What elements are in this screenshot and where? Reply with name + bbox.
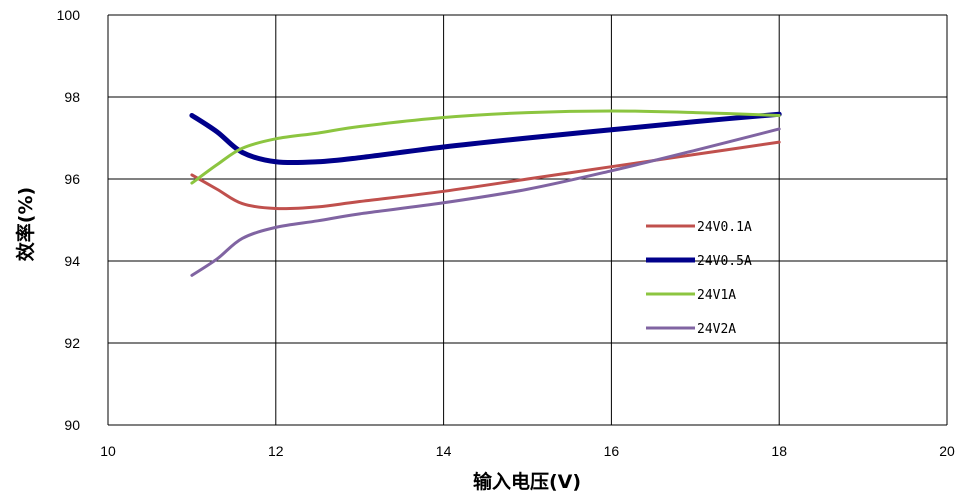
series-line-24V2A xyxy=(190,127,781,277)
x-tick-label: 20 xyxy=(939,443,955,459)
x-tick-label: 12 xyxy=(268,443,284,459)
y-axis-title: 效率(%) xyxy=(14,187,37,261)
x-tick-label: 16 xyxy=(604,443,620,459)
y-tick-label: 100 xyxy=(57,7,81,23)
legend-label: 24V0.5A xyxy=(697,254,752,269)
x-tick-label: 10 xyxy=(100,443,116,459)
x-tick-label: 18 xyxy=(771,443,787,459)
legend-label: 24V1A xyxy=(697,288,736,303)
legend: 24V0.1A 24V0.5A 24V1A 24V2A xyxy=(646,220,752,337)
y-tick-label: 94 xyxy=(64,253,80,269)
tick-labels: 90 92 94 96 98 100 10 12 14 16 18 20 xyxy=(57,7,955,459)
y-tick-label: 96 xyxy=(64,171,80,187)
x-axis-title: 输入电压(V) xyxy=(473,470,581,493)
x-tick-label: 14 xyxy=(436,443,452,459)
grid xyxy=(107,14,948,426)
y-tick-label: 98 xyxy=(64,89,80,105)
y-tick-label: 92 xyxy=(64,335,80,351)
series-lines xyxy=(189,109,782,277)
legend-label: 24V2A xyxy=(697,322,736,337)
series-line-24V1A xyxy=(190,109,781,185)
y-tick-label: 90 xyxy=(64,417,80,433)
legend-label: 24V0.1A xyxy=(697,220,752,235)
